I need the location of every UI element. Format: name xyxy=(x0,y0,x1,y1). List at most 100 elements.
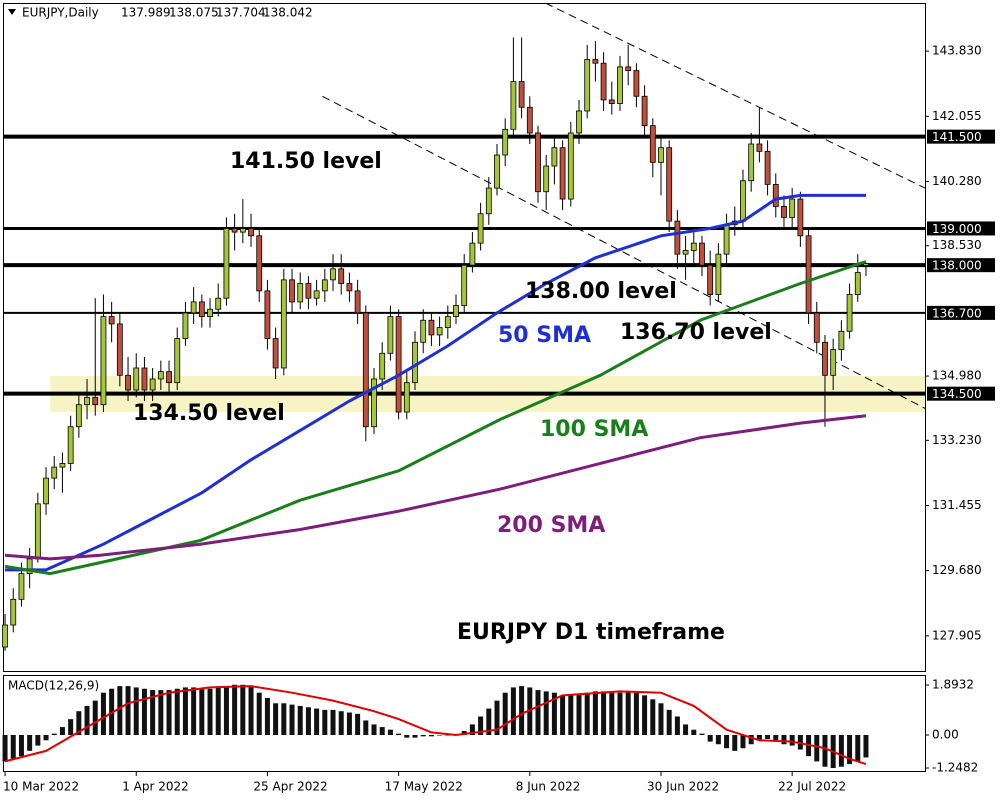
macd-bar xyxy=(445,734,451,736)
macd-bar xyxy=(51,733,57,735)
macd-bar xyxy=(814,734,820,762)
y-tick-label: 143.830 xyxy=(932,44,982,58)
candle-body xyxy=(59,463,66,468)
candle-body xyxy=(756,143,763,152)
macd-bar xyxy=(207,688,213,735)
candle-body xyxy=(321,279,328,292)
candle-body xyxy=(100,316,107,406)
candle-body xyxy=(764,150,771,185)
sma-line xyxy=(4,260,867,576)
macd-bar xyxy=(18,734,24,757)
macd-bar xyxy=(863,734,869,758)
candle-body xyxy=(166,371,172,384)
candle-body xyxy=(535,132,541,193)
macd-bar xyxy=(666,709,672,735)
candle-body xyxy=(830,349,837,376)
level-tag-label: 141.500 xyxy=(932,130,982,144)
macd-bar xyxy=(765,734,771,739)
macd-bar xyxy=(519,686,525,735)
y-tick-label: 134.980 xyxy=(932,369,982,383)
candle-body xyxy=(420,319,427,343)
candle-body xyxy=(690,242,697,251)
x-tick-label: 8 Jun 2022 xyxy=(516,780,581,794)
candle-body xyxy=(699,242,705,266)
candle-body xyxy=(617,66,623,105)
macd-bar xyxy=(2,734,8,762)
candle-body xyxy=(272,338,279,369)
candle-body xyxy=(805,235,812,314)
level-tag-label: 136.700 xyxy=(932,306,982,320)
candle-body xyxy=(748,143,755,182)
candle-body xyxy=(477,213,484,244)
macd-bar xyxy=(789,734,795,746)
candle-body xyxy=(190,301,197,314)
macd-signal xyxy=(4,685,867,766)
candle-body xyxy=(715,253,722,295)
macd-bar xyxy=(141,688,147,735)
candle-body xyxy=(125,374,131,391)
macd-bar xyxy=(117,686,123,735)
candle-body xyxy=(576,110,582,134)
candle-body xyxy=(248,228,254,237)
macd-y-tick-label: 1.8932 xyxy=(932,677,974,691)
x-tick-label: 17 May 2022 xyxy=(385,780,463,794)
candle-body xyxy=(338,268,345,284)
candle-body xyxy=(18,573,25,600)
candle-body xyxy=(305,283,312,299)
candle-body xyxy=(51,466,58,479)
y-tick-label: 127.905 xyxy=(932,628,982,642)
macd-bar xyxy=(232,684,238,735)
macd-bar xyxy=(338,711,344,735)
candle-body xyxy=(633,70,640,97)
y-tick-label: 138.530 xyxy=(932,238,982,252)
macd-bar xyxy=(781,734,787,745)
macd-bar xyxy=(289,704,295,735)
candle-body xyxy=(469,242,476,266)
macd-bar xyxy=(100,692,106,735)
candle-body xyxy=(584,59,591,112)
y-tick-label: 142.055 xyxy=(932,109,982,123)
candle-body xyxy=(813,312,820,343)
macd-bar xyxy=(420,734,426,737)
candle-body xyxy=(600,62,607,101)
candle-body xyxy=(297,283,304,303)
macd-bar xyxy=(182,687,188,735)
macd-bar xyxy=(535,690,541,735)
y-tick-label: 131.455 xyxy=(932,498,982,512)
y-tick-label: 129.680 xyxy=(932,563,982,577)
symbol: EURJPY,Daily xyxy=(22,6,99,20)
symbol-icon xyxy=(8,9,16,15)
sma-label: 100 SMA xyxy=(540,417,648,442)
level-tag xyxy=(927,305,995,320)
candle-body xyxy=(280,279,287,369)
macd-bar xyxy=(478,716,484,735)
macd-y-tick-label: 0.00 xyxy=(932,727,959,741)
candle-body xyxy=(387,316,394,354)
candle-body xyxy=(485,187,492,215)
candle-body xyxy=(289,279,295,303)
candle-body xyxy=(116,323,123,376)
candle-body xyxy=(592,59,599,64)
macd-bar xyxy=(379,727,385,735)
candle-body xyxy=(559,147,566,200)
candle-body xyxy=(526,106,533,134)
macd-bar xyxy=(346,712,352,735)
macd-bar xyxy=(642,695,648,735)
candle-body xyxy=(641,95,648,127)
macd-bar xyxy=(76,711,82,735)
annotation: 134.50 level xyxy=(133,401,285,426)
candle-body xyxy=(26,558,33,574)
macd-bar xyxy=(174,688,180,735)
candle-body xyxy=(567,132,574,200)
macd-bar xyxy=(847,734,853,765)
macd-y-tick-label: -1.2482 xyxy=(932,760,978,774)
macd-title: MACD(12,26,9) xyxy=(8,679,99,693)
candle-body xyxy=(649,125,656,163)
macd-bar xyxy=(756,734,762,741)
macd-bar xyxy=(150,690,156,735)
candle-body xyxy=(84,396,90,406)
y-tick-label: 133.230 xyxy=(932,433,982,447)
candle-body xyxy=(371,378,377,428)
macd-bar xyxy=(199,688,205,735)
